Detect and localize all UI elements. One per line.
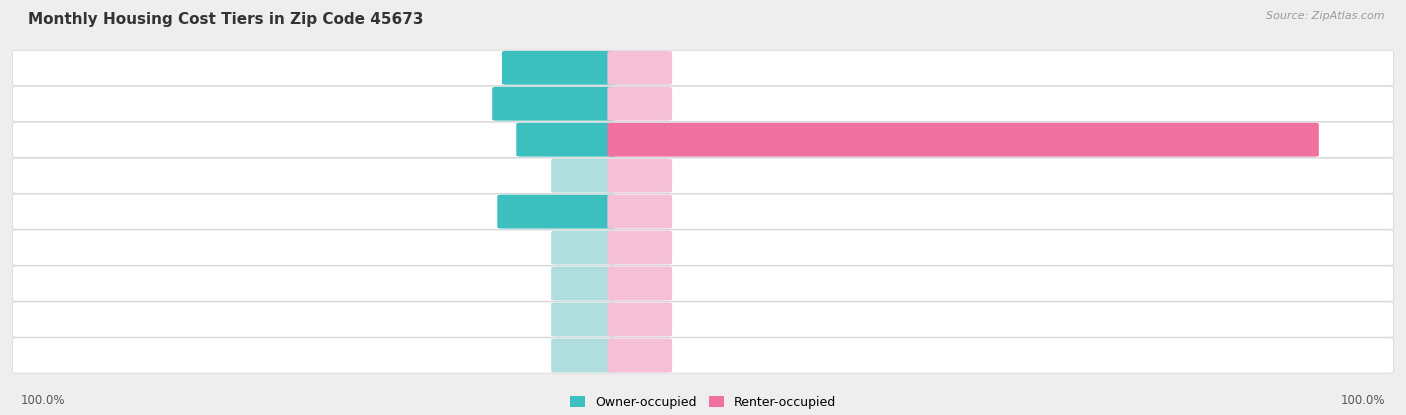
Text: $1,500 to $1,999: $1,500 to $1,999 xyxy=(572,241,651,254)
Text: 0.0%: 0.0% xyxy=(675,63,703,73)
Text: 27.3%: 27.3% xyxy=(454,99,489,109)
Text: 26.1%: 26.1% xyxy=(460,207,495,217)
Text: $3,000 or more: $3,000 or more xyxy=(569,351,654,361)
Text: 0.0%: 0.0% xyxy=(675,207,703,217)
Text: $1,000 to $1,499: $1,000 to $1,499 xyxy=(572,205,651,218)
Text: Monthly Housing Cost Tiers in Zip Code 45673: Monthly Housing Cost Tiers in Zip Code 4… xyxy=(28,12,423,27)
Text: 0.0%: 0.0% xyxy=(675,278,703,288)
Text: 25.0%: 25.0% xyxy=(464,63,499,73)
Text: 0.0%: 0.0% xyxy=(520,278,548,288)
Text: 0.0%: 0.0% xyxy=(675,243,703,253)
Text: Source: ZipAtlas.com: Source: ZipAtlas.com xyxy=(1267,11,1385,21)
Text: $300 to $499: $300 to $499 xyxy=(583,98,640,110)
Text: 0.0%: 0.0% xyxy=(520,315,548,325)
Text: 21.6%: 21.6% xyxy=(478,135,513,145)
Text: 0.0%: 0.0% xyxy=(675,351,703,361)
Text: 0.0%: 0.0% xyxy=(520,351,548,361)
Text: 100.0%: 100.0% xyxy=(21,394,66,407)
Text: $800 to $999: $800 to $999 xyxy=(583,170,640,182)
Legend: Owner-occupied, Renter-occupied: Owner-occupied, Renter-occupied xyxy=(569,396,837,409)
Text: 100.0%: 100.0% xyxy=(1261,135,1308,145)
Text: 0.0%: 0.0% xyxy=(675,99,703,109)
Text: $500 to $799: $500 to $799 xyxy=(583,134,640,146)
Text: 0.0%: 0.0% xyxy=(520,243,548,253)
Text: 0.0%: 0.0% xyxy=(675,315,703,325)
Text: 100.0%: 100.0% xyxy=(1340,394,1385,407)
Text: $2,000 to $2,499: $2,000 to $2,499 xyxy=(572,277,651,290)
Text: Less than $300: Less than $300 xyxy=(569,63,654,73)
Text: $2,500 to $2,999: $2,500 to $2,999 xyxy=(572,313,651,326)
Text: 0.0%: 0.0% xyxy=(520,171,548,181)
Text: 0.0%: 0.0% xyxy=(675,171,703,181)
